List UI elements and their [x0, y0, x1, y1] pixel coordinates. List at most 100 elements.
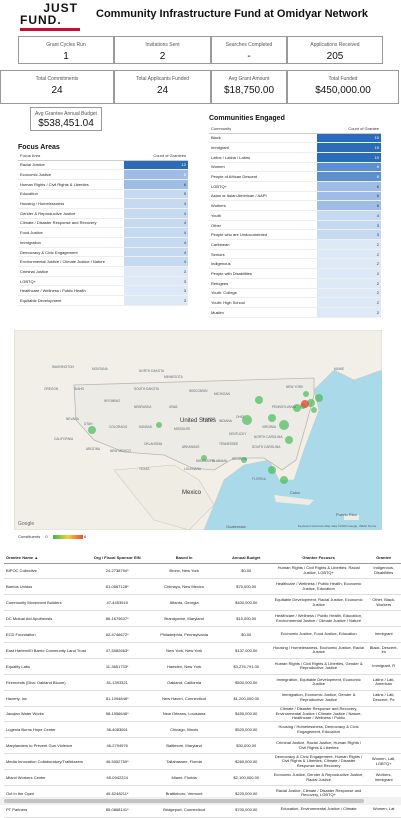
- focus-area-row[interactable]: Economic Justice 8: [18, 169, 188, 180]
- grantee-row[interactable]: Media Innovation Collaboratory/Trailblaz…: [4, 753, 401, 771]
- community-row[interactable]: Youth: College 2: [209, 288, 381, 299]
- focus-col-header[interactable]: Focus Area: [18, 152, 124, 161]
- grantee-cell: 47-5082663*: [87, 642, 147, 659]
- community-col-header[interactable]: Community: [209, 125, 317, 134]
- community-count: 8: [317, 162, 381, 173]
- community-row[interactable]: Refugees 2: [209, 278, 381, 289]
- scrollbar-thumb[interactable]: [4, 799, 364, 803]
- grantee-row[interactable]: Jacqlan Water Works 58-1956646* New Orlean…: [4, 706, 401, 723]
- grantee-cell: Black, Descent, Im: [366, 642, 401, 659]
- community-row[interactable]: Youth 4: [209, 210, 381, 221]
- community-name: Women: [209, 162, 317, 173]
- focus-area-row[interactable]: Criminal Justice 3: [18, 266, 188, 277]
- grantee-row[interactable]: Barrios Unidos 81-0567128* Chimayo, New Me…: [4, 578, 401, 596]
- community-row[interactable]: LGBTQ+ 6: [209, 181, 381, 192]
- grantee-cell: Bronx, New York: [146, 563, 222, 580]
- grantee-col-header[interactable]: Granteе: [366, 553, 401, 564]
- grantee-cell: Baltimore, Maryland: [146, 737, 222, 755]
- community-row[interactable]: Workers 6: [209, 200, 381, 211]
- community-count: 4: [317, 210, 381, 221]
- focus-area-row[interactable]: Racial Justice 12: [18, 160, 188, 171]
- community-row[interactable]: Caribbean 2: [209, 239, 381, 250]
- focus-area-row[interactable]: Gender & Reproductive Justice 4: [18, 208, 188, 219]
- focus-area-name: Healthcare / Wellness / Public Health: [18, 285, 124, 297]
- grantee-row[interactable]: BIPOC Collective 24-2738794* Bronx, New Yo…: [4, 563, 401, 580]
- focus-area-row[interactable]: Food Justice 4: [18, 227, 188, 238]
- metric-value: $538,451.04: [38, 118, 94, 129]
- focus-area-row[interactable]: Healthcare / Wellness / Public Health 3: [18, 285, 188, 297]
- grantee-cell: $400,000.00: [221, 594, 271, 612]
- community-row[interactable]: Latinx / Latina / Latino 10: [209, 152, 381, 163]
- grantee-map[interactable]: WASHINGTON MONTANA NORTH DAKOTA MINNESOTA OR…: [14, 330, 382, 530]
- state-label: COLORADO: [109, 425, 128, 429]
- map-attribution[interactable]: Keyboard shortcuts Map data ©2023 Google…: [297, 524, 376, 528]
- community-row[interactable]: Seniors 2: [209, 249, 381, 260]
- grantee-cell: Tallahassee, Florida: [146, 753, 222, 771]
- grantee-row[interactable]: ECD Foundation 82-4746672* Philadelphia, P…: [4, 626, 401, 643]
- grantee-row[interactable]: Equality Labs 11-3651733* Hamden, New York…: [4, 658, 401, 675]
- community-row[interactable]: Muslim 2: [209, 307, 381, 318]
- grantee-row[interactable]: Firemonds (Dba: Oakland Bloom) 81-1393321…: [4, 674, 401, 691]
- grantee-cell: East Harlem/El Barrio Community Land Tru…: [4, 642, 88, 659]
- logo-line2: FUND.: [20, 13, 62, 27]
- focus-area-row[interactable]: Equitable Development 3: [18, 295, 188, 306]
- grantee-col-header[interactable]: Grantee Focuses: [270, 553, 367, 564]
- metric-value: 1: [63, 51, 69, 62]
- community-name: Seniors: [209, 249, 317, 260]
- focus-area-row[interactable]: LGBTQ+ 3: [18, 276, 188, 287]
- community-row[interactable]: Other 3: [209, 220, 381, 231]
- focus-area-row[interactable]: Immigration 4: [18, 237, 188, 248]
- legend-min: 0: [45, 534, 48, 539]
- grantee-cell: Lugenia Burns Hope Center: [4, 721, 88, 739]
- community-row[interactable]: People who are Undocumented 3: [209, 229, 381, 241]
- community-count-header[interactable]: Count of Grantee: [317, 125, 381, 134]
- community-row[interactable]: Indigenous 2: [209, 258, 381, 270]
- map-mexico-label: Mexico: [182, 490, 202, 496]
- state-label: NEVADA: [66, 417, 80, 421]
- grantee-row[interactable]: Lugenia Burns Hope Center 36-4083061 Chica…: [4, 721, 401, 739]
- community-row[interactable]: Immigrant 10: [209, 142, 381, 153]
- focus-area-count: 12: [124, 160, 188, 171]
- grantee-col-header[interactable]: Based In: [146, 553, 222, 564]
- focus-area-row[interactable]: Human Rights / Civil Rights & Liberties 6: [18, 179, 188, 190]
- state-label: TEXAS: [139, 467, 149, 471]
- focus-area-row[interactable]: Democracy & Civic Engagement 4: [18, 247, 188, 258]
- grantee-row[interactable]: Community Movement Builders 47-4453915 Atl…: [4, 594, 401, 612]
- grantee-row[interactable]: DC Mutual Aid Apotheosis 86-1679637* Brand…: [4, 610, 401, 628]
- focus-count-header[interactable]: Count of Grantees: [124, 152, 188, 161]
- community-row[interactable]: People of African Descent 8: [209, 171, 381, 182]
- grantee-cell: 81-1094846*: [87, 690, 147, 707]
- grantee-col-header[interactable]: Grantee Name ▲: [4, 553, 88, 564]
- grantee-cell: [366, 578, 401, 596]
- state-label: ALABAMA: [212, 459, 228, 463]
- grantee-cell: Chicago, Illinois: [146, 721, 222, 739]
- horizontal-scrollbar[interactable]: [0, 797, 401, 805]
- community-row[interactable]: People with Disabilities 2: [209, 268, 381, 279]
- community-row[interactable]: Asian or Asian American / AAPI 6: [209, 191, 381, 202]
- focus-area-row[interactable]: Climate / Disaster Response and Recovery…: [18, 218, 188, 229]
- community-row[interactable]: Women 8: [209, 162, 381, 173]
- focus-area-row[interactable]: Education 5: [18, 189, 188, 200]
- communities-table: Community Count of Grantee Black 10 Immigr…: [209, 125, 381, 318]
- focus-area-name: Housing / Homelessness: [18, 198, 124, 209]
- grantee-cell: Hamden, New York: [146, 658, 222, 675]
- just-fund-logo[interactable]: JUST FUND.: [20, 2, 80, 31]
- focus-area-row[interactable]: Environmental Justice / Climate Justice …: [18, 256, 188, 268]
- state-label: WISCONSIN: [189, 389, 208, 393]
- grantee-row[interactable]: Haverty, Inc 81-1094846* New Haven, Connec…: [4, 690, 401, 707]
- grantee-row[interactable]: Marylanders to Prevent Gun Violence 46-27…: [4, 737, 401, 755]
- grantee-row[interactable]: East Harlem/El Barrio Community Land Tru…: [4, 642, 401, 659]
- state-label: VIRGINIA: [262, 425, 277, 429]
- metric-label: Applications Received: [310, 42, 360, 48]
- legend-label: Constituents: [18, 534, 41, 539]
- metric-value: 24: [51, 85, 63, 96]
- google-logo[interactable]: Google: [18, 521, 35, 527]
- focus-area-count: 4: [124, 237, 188, 248]
- grantee-cell: $15,000.00: [221, 610, 271, 628]
- grantee-col-header[interactable]: Org / Fiscal Sponsor EIN: [87, 553, 147, 564]
- grantee-col-header[interactable]: Annual Budget: [221, 553, 271, 564]
- community-row[interactable]: Youth: High School 2: [209, 297, 381, 308]
- grantee-row[interactable]: Miami Workers Center 65-0942224 Miami, Flo…: [4, 769, 401, 786]
- community-row[interactable]: Black 10: [209, 133, 381, 144]
- focus-area-row[interactable]: Housing / Homelessness 4: [18, 198, 188, 209]
